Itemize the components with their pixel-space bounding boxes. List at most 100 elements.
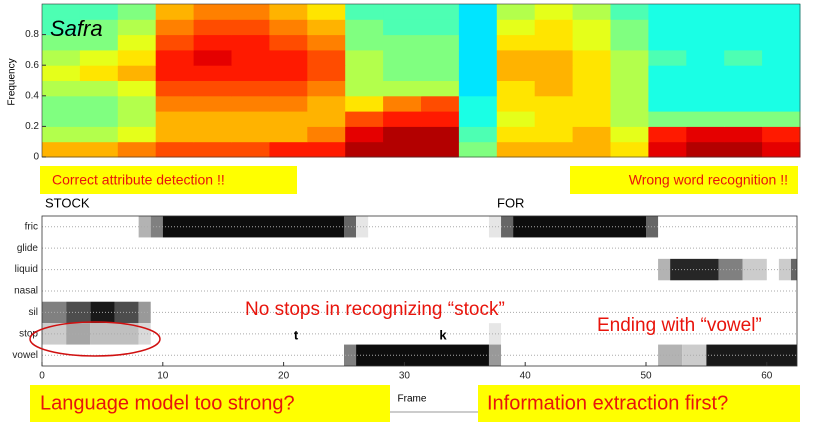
spectrogram-cell — [648, 4, 686, 20]
spectrogram-title: Safra — [50, 16, 103, 41]
spectrogram-cell — [232, 4, 270, 20]
spectrogram-cell — [383, 50, 421, 66]
spectrogram-cell — [648, 81, 686, 97]
spectrogram-cell — [497, 35, 535, 51]
spectrogram-cell — [42, 111, 80, 127]
y-tick-label: sil — [29, 307, 38, 318]
x-axis-label: Frame — [398, 394, 427, 405]
spectrogram-cell — [80, 81, 118, 97]
spectrogram: 00.20.40.60.8 — [25, 4, 800, 163]
spectrogram-cell — [232, 96, 270, 112]
spectrogram-cell — [573, 126, 611, 142]
spectrogram-cell — [42, 126, 80, 142]
spectrogram-cell — [345, 19, 383, 35]
spectrogram-cell — [497, 126, 535, 142]
spectrogram-cell — [611, 142, 649, 158]
spectrogram-cell — [194, 35, 232, 51]
spectrogram-cell — [497, 19, 535, 35]
spectrogram-cell — [535, 50, 573, 66]
spectrogram-cell — [156, 126, 194, 142]
x-tick-label: 60 — [761, 371, 773, 382]
spectrogram-cell — [611, 4, 649, 20]
spectrogram-cell — [535, 19, 573, 35]
spectrogram-cell — [118, 126, 156, 142]
note: Correct attribute detection !! — [52, 172, 225, 188]
spectrogram-cell — [307, 4, 345, 20]
spectrogram-cell — [194, 19, 232, 35]
spectrogram-cell — [686, 111, 724, 127]
spectrogram-cell — [459, 35, 497, 51]
spectrogram-cell — [80, 96, 118, 112]
spectrogram-cell — [194, 126, 232, 142]
spectrogram-cell — [269, 111, 307, 127]
plot-frame — [42, 216, 797, 366]
spectrogram-cell — [307, 111, 345, 127]
spectrogram-cell — [194, 4, 232, 20]
spectrogram-cell — [345, 111, 383, 127]
spectrogram-cell — [497, 65, 535, 81]
spectrogram-cell — [118, 96, 156, 112]
spectrogram-cell — [156, 96, 194, 112]
spectrogram-cell — [762, 50, 800, 66]
spectrogram-cell — [307, 50, 345, 66]
spectrogram-cell — [686, 4, 724, 20]
spectrogram-cell — [194, 50, 232, 66]
spectrogram-cell — [459, 4, 497, 20]
spectrogram-cell — [686, 50, 724, 66]
spectrogram-cell — [118, 50, 156, 66]
spectrogram-cell — [421, 126, 459, 142]
spectrogram-cell — [269, 65, 307, 81]
spectrogram-cell — [345, 4, 383, 20]
spectrogram-cell — [535, 111, 573, 127]
spectrogram-cell — [421, 50, 459, 66]
spectrogram-cell — [724, 35, 762, 51]
x-tick-label: 0 — [39, 371, 45, 382]
spectrogram-cell — [762, 96, 800, 112]
spectrogram-cell — [269, 4, 307, 20]
activation-cell — [718, 259, 742, 280]
spectrogram-cell — [421, 96, 459, 112]
y-tick-label: 0.8 — [25, 29, 39, 40]
spectrogram-cell — [42, 65, 80, 81]
spectrogram-cell — [269, 50, 307, 66]
spectrogram-cell — [383, 4, 421, 20]
spectrogram-cell — [686, 142, 724, 158]
spectrogram-cell — [648, 126, 686, 142]
spectrogram-cell — [345, 142, 383, 158]
spectrogram-cell — [535, 126, 573, 142]
spectrogram-cell — [535, 65, 573, 81]
spectrogram-cell — [459, 126, 497, 142]
spectrogram-cell — [724, 65, 762, 81]
spectrogram-cell — [156, 35, 194, 51]
spectrogram-cell — [648, 35, 686, 51]
y-tick-label: 0.2 — [25, 121, 39, 132]
spectrogram-cell — [573, 65, 611, 81]
spectrogram-cell — [459, 142, 497, 158]
spectrogram-cell — [232, 19, 270, 35]
spectrogram-cell — [762, 4, 800, 20]
spectrogram-cell — [573, 96, 611, 112]
spectrogram-cell — [762, 65, 800, 81]
spectrogram-cell — [269, 126, 307, 142]
spectrogram-cell — [611, 19, 649, 35]
y-tick-label: glide — [17, 243, 39, 254]
activation-cell — [646, 216, 658, 237]
spectrogram-cell — [156, 4, 194, 20]
spectrogram-cell — [497, 81, 535, 97]
x-tick-label: 20 — [278, 371, 290, 382]
spectrogram-cell — [762, 81, 800, 97]
spectrogram-cell — [421, 65, 459, 81]
spectrogram-cell — [648, 19, 686, 35]
spectrogram-cell — [573, 50, 611, 66]
spectrogram-cell — [156, 111, 194, 127]
spectrogram-cell — [269, 81, 307, 97]
spectrogram-cell — [80, 142, 118, 158]
y-tick-label: 0.4 — [25, 90, 39, 101]
spectrogram-cell — [345, 50, 383, 66]
spectrogram-cell — [686, 65, 724, 81]
spectrogram-cell — [686, 19, 724, 35]
spectrogram-cell — [80, 111, 118, 127]
slide: 00.20.40.60.8 Safra Frequency Correct at… — [0, 0, 815, 427]
y-tick-label: liquid — [15, 264, 38, 275]
y-tick-label: vowel — [12, 350, 38, 361]
